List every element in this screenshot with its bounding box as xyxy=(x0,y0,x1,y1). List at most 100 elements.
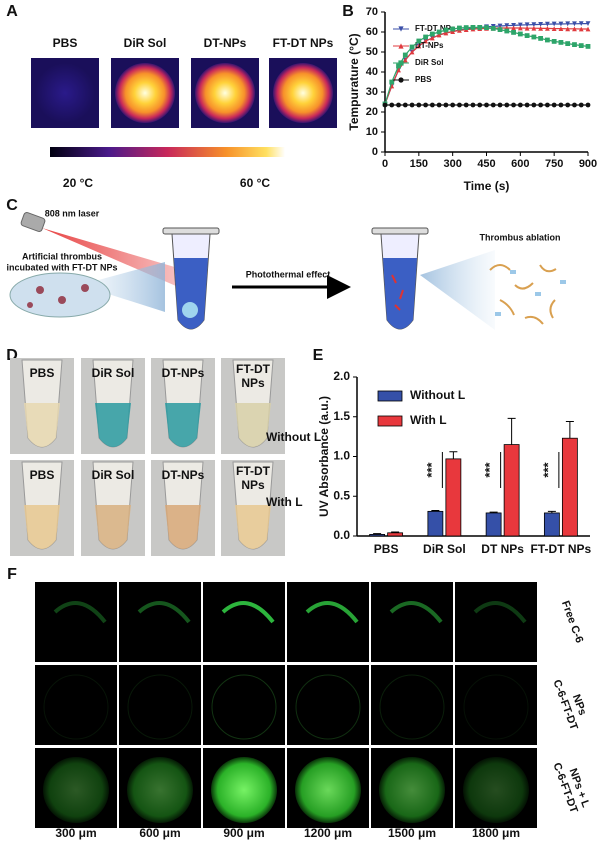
point xyxy=(396,102,401,108)
fluorescence-signal xyxy=(463,674,529,740)
legend-label: DT-NPs xyxy=(415,41,444,50)
x-tick-label: FT-DT NPs xyxy=(531,542,592,556)
y-tick-label: 0.0 xyxy=(333,528,350,542)
fluorescence-signal xyxy=(463,757,529,823)
point xyxy=(545,37,550,43)
point xyxy=(572,26,577,32)
result-label: Thrombus ablation xyxy=(480,232,561,242)
point xyxy=(585,44,591,49)
point xyxy=(531,34,537,40)
colorbar xyxy=(50,147,285,157)
point xyxy=(389,79,395,85)
point xyxy=(538,26,544,31)
error-bar xyxy=(547,510,556,513)
y-tick-label: 20 xyxy=(366,106,378,118)
fluorescence-image xyxy=(455,665,537,745)
x-tick-label: DT NPs xyxy=(481,542,524,556)
fluorescence-signal xyxy=(221,601,275,624)
column-label: 1200 μm xyxy=(304,826,352,840)
legend-label: DiR Sol xyxy=(415,58,443,67)
point xyxy=(572,102,577,108)
point xyxy=(409,44,415,50)
fluorescence-signal xyxy=(127,674,193,740)
point xyxy=(572,21,577,27)
tube-label: DT-NPs xyxy=(162,468,205,482)
point xyxy=(497,102,503,108)
x-tick-label: 0 xyxy=(382,158,388,170)
error-bar xyxy=(449,451,458,459)
y-tick-label: 70 xyxy=(366,6,378,18)
point xyxy=(511,30,516,35)
y-tick-label: 30 xyxy=(366,86,378,98)
point xyxy=(585,21,591,26)
point xyxy=(416,43,422,49)
point xyxy=(470,102,476,108)
point xyxy=(382,102,388,108)
point xyxy=(450,102,456,108)
point xyxy=(398,60,404,66)
laser-label: 808 nm laser xyxy=(45,208,100,218)
colorbar-label: 60 °C xyxy=(240,176,270,190)
error-bar xyxy=(565,421,574,439)
point xyxy=(517,22,523,28)
point xyxy=(538,36,544,41)
y-tick-label: 1.0 xyxy=(333,449,350,463)
fluorescence-signal xyxy=(211,674,277,740)
tube-liquid xyxy=(165,505,201,549)
x-axis-label: Time (s) xyxy=(464,179,510,193)
point xyxy=(565,26,571,32)
point xyxy=(409,102,415,108)
point xyxy=(558,26,564,31)
fluorescence-signal xyxy=(137,601,191,624)
point xyxy=(402,102,408,108)
point xyxy=(398,26,404,32)
point xyxy=(565,41,571,46)
fluorescence-signal xyxy=(211,757,277,823)
point xyxy=(409,49,415,55)
tube-liquid xyxy=(24,505,60,549)
point xyxy=(429,31,435,37)
point xyxy=(531,25,537,31)
fluorescence-signal xyxy=(379,674,445,740)
error-bar xyxy=(373,533,382,535)
bar xyxy=(445,458,462,537)
point xyxy=(585,26,591,32)
x-tick-label: 750 xyxy=(545,158,563,170)
point xyxy=(538,102,544,108)
point xyxy=(545,102,550,108)
tube-label: PBS xyxy=(30,366,55,380)
significance: *** xyxy=(482,461,497,477)
tube-label: PBS xyxy=(30,468,55,482)
point xyxy=(389,102,395,108)
point xyxy=(497,27,503,32)
point xyxy=(585,102,591,108)
point xyxy=(524,25,530,31)
x-tick-label: 600 xyxy=(511,158,529,170)
y-tick-label: 0.5 xyxy=(333,488,350,502)
point xyxy=(457,102,462,108)
legend-swatch xyxy=(377,415,403,427)
y-tick-label: 0 xyxy=(372,146,378,158)
point xyxy=(524,22,530,28)
point xyxy=(511,25,516,31)
legend-label: With L xyxy=(410,413,447,427)
point xyxy=(524,33,530,38)
fluorescence-image xyxy=(203,665,285,745)
point xyxy=(443,102,449,108)
point xyxy=(436,29,442,35)
x-tick-label: DiR Sol xyxy=(423,542,466,556)
point xyxy=(531,22,537,27)
point xyxy=(578,26,584,32)
y-tick-label: 10 xyxy=(366,126,378,138)
legend-swatch xyxy=(377,390,403,402)
point xyxy=(511,102,516,108)
thermal-spot xyxy=(35,63,95,123)
tube-liquid xyxy=(165,403,201,447)
row-label: Without L xyxy=(266,430,321,444)
point xyxy=(565,21,571,27)
tube-label: DT-NPs xyxy=(162,366,205,380)
bar xyxy=(561,437,578,537)
point xyxy=(429,35,435,41)
panel-letter: E xyxy=(313,347,324,364)
